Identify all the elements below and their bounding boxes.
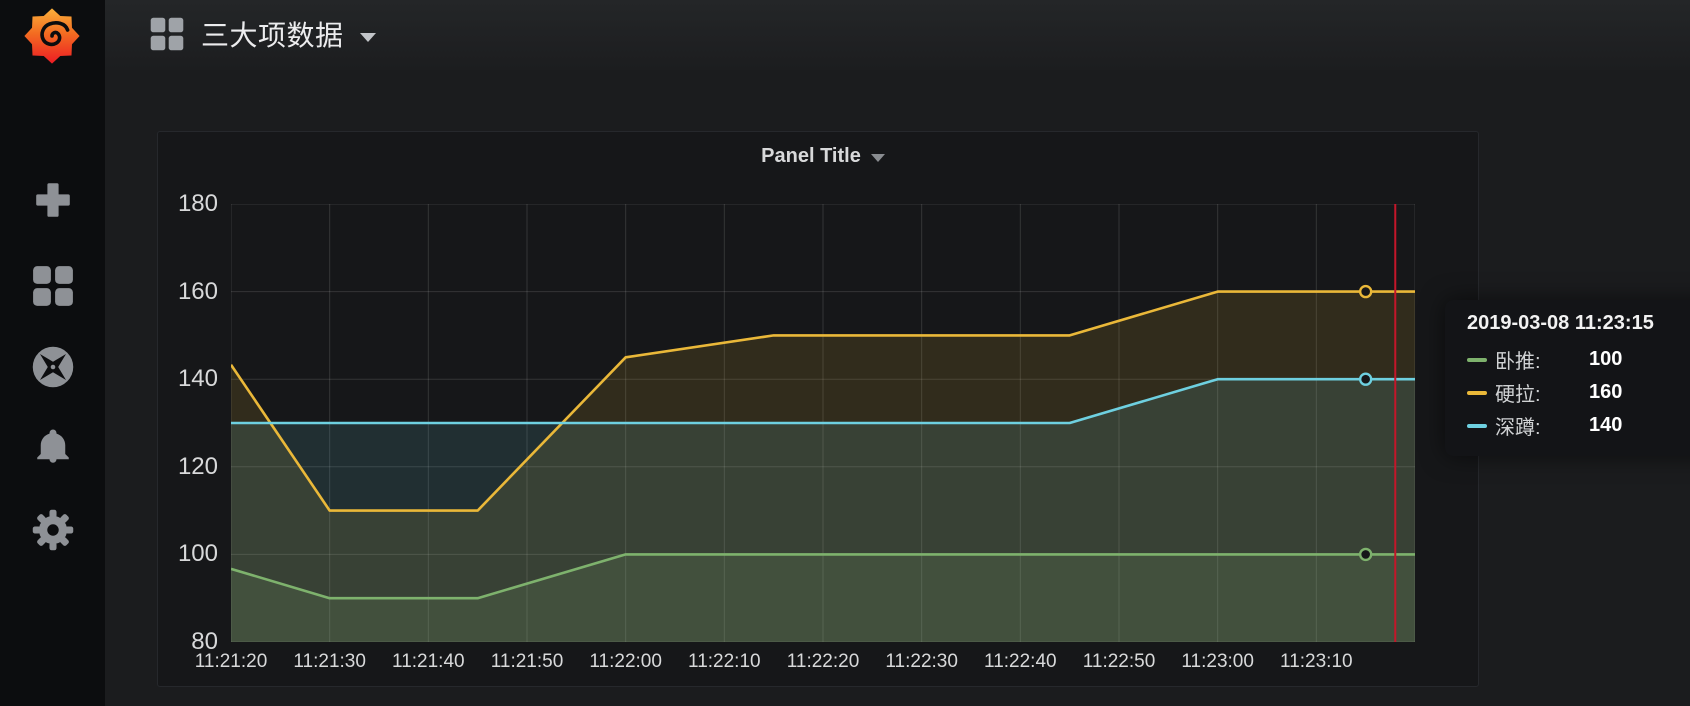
x-axis-tick-label: 11:22:40 [984,651,1057,672]
panel: Panel Title 80 100 120 140 160 180 11:21:20 11:… [157,131,1479,687]
x-axis-tick-label: 11:22:20 [786,651,860,672]
x-axis-tick-label: 11:22:00 [589,651,662,672]
tooltip-series-row: 硬拉: 160 [1467,376,1690,409]
series-color-dash-icon [1467,423,1487,428]
tooltip-series-label: 深蹲: [1495,417,1541,439]
plus-icon [35,183,70,217]
sidebar-item-configuration[interactable] [31,508,75,552]
x-axis-tick-label: 11:23:00 [1181,651,1254,672]
y-axis-tick-label: 160 [177,277,218,305]
x-axis-tick-label: 11:23:10 [1280,651,1353,672]
chevron-down-icon [359,32,376,42]
panel-title: Panel Title [761,144,861,167]
tooltip-series-value: 140 [1589,414,1623,436]
series-color-dash-icon [1467,357,1487,362]
x-axis-tick-label: 11:21:30 [293,651,366,672]
tooltip-series-row: 深蹲: 140 [1467,409,1690,442]
tooltip-series-label: 硬拉: [1495,384,1541,406]
y-axis-tick-label: 140 [177,365,218,393]
dashboard-icon [149,16,185,52]
grafana-logo-icon [24,8,80,64]
x-axis-tick-label: 11:22:10 [688,651,761,672]
gear-icon [32,509,73,551]
x-axis-tick-label: 11:21:50 [490,651,564,672]
grid-icon [32,266,73,306]
tooltip-series-value: 100 [1589,348,1623,370]
sidebar-item-alerting[interactable] [32,426,74,468]
dashboard-title-button[interactable]: 三大项数据 [149,14,376,54]
tooltip-timestamp: 2019-03-08 11:23:15 [1467,312,1654,334]
x-axis-tick-label: 11:22:50 [1082,651,1156,672]
timeseries-chart [231,204,1415,642]
tooltip-rows: 卧推: 100 硬拉: 160 深蹲: 140 [1467,343,1690,442]
sidebar-item-create[interactable] [33,180,73,220]
x-axis-tick-label: 11:21:40 [392,651,465,672]
y-axis-tick-label: 180 [177,190,218,217]
tooltip-series-value: 160 [1589,381,1623,403]
y-axis-tick-label: 100 [177,540,218,568]
y-axis-tick-label: 120 [177,452,218,480]
x-axis-tick-label: 11:22:30 [885,651,958,672]
dashboard-title: 三大项数据 [201,20,344,51]
plot-area[interactable]: 80 100 120 140 160 180 11:21:20 11:21:30 11:21:4… [178,190,1415,672]
grafana-logo[interactable] [22,6,82,66]
chevron-down-icon [870,154,885,162]
graph-tooltip: 2019-03-08 11:23:15 卧推: 100 硬拉: 160 深蹲: 140 [1445,300,1690,456]
series-color-dash-icon [1467,390,1487,395]
sidebar-item-explore[interactable] [30,344,76,390]
tooltip-series-row: 卧推: 100 [1467,343,1690,376]
tooltip-series-label: 卧推: [1495,351,1541,373]
y-axis-tick-label: 80 [191,628,218,655]
bell-icon [36,429,69,463]
dashboard-header: 三大项数据 [105,0,1690,70]
compass-icon [32,346,73,388]
sidebar-item-dashboards[interactable] [31,264,75,308]
side-menu [0,0,105,706]
panel-title-button[interactable]: Panel Title [231,138,1415,174]
x-axis-tick-label: 11:21:20 [194,651,268,672]
